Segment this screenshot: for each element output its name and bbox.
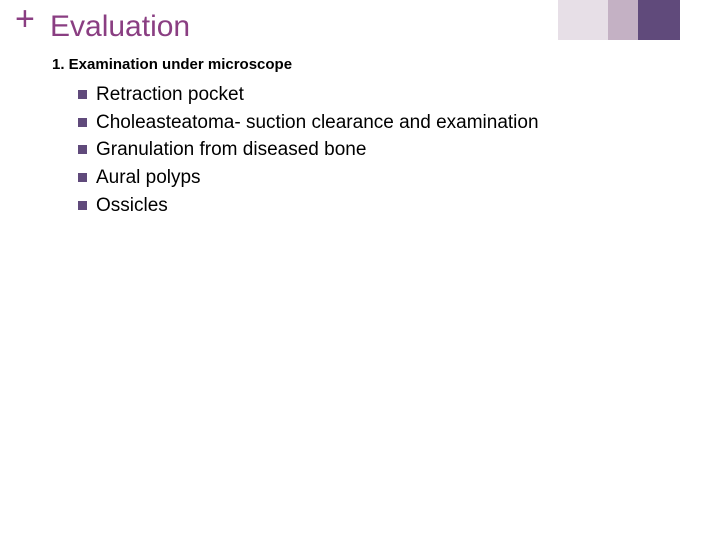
- list-item-text: Retraction pocket: [96, 84, 244, 105]
- list-item: Granulation from diseased bone: [78, 137, 680, 163]
- header-stripe-2: [608, 0, 638, 40]
- list-item: Ossicles: [78, 193, 680, 219]
- square-bullet-icon: [78, 118, 87, 127]
- slide-title: Evaluation: [50, 10, 190, 44]
- square-bullet-icon: [78, 90, 87, 99]
- list-item-text: Ossicles: [96, 195, 168, 216]
- list-item-text: Granulation from diseased bone: [96, 139, 366, 160]
- square-bullet-icon: [78, 201, 87, 210]
- bullet-list: Retraction pocket Choleasteatoma- suction…: [78, 82, 680, 220]
- header-stripe-1: [558, 0, 608, 40]
- square-bullet-icon: [78, 173, 87, 182]
- list-item: Retraction pocket: [78, 82, 680, 108]
- square-bullet-icon: [78, 145, 87, 154]
- list-item-text: Choleasteatoma- suction clearance and ex…: [96, 112, 539, 133]
- list-item: Choleasteatoma- suction clearance and ex…: [78, 110, 680, 136]
- plus-icon: +: [15, 0, 35, 39]
- slide-subtitle: 1. Examination under microscope: [52, 56, 292, 73]
- header-stripe-3: [638, 0, 680, 40]
- list-item-text: Aural polyps: [96, 167, 201, 188]
- list-item: Aural polyps: [78, 165, 680, 191]
